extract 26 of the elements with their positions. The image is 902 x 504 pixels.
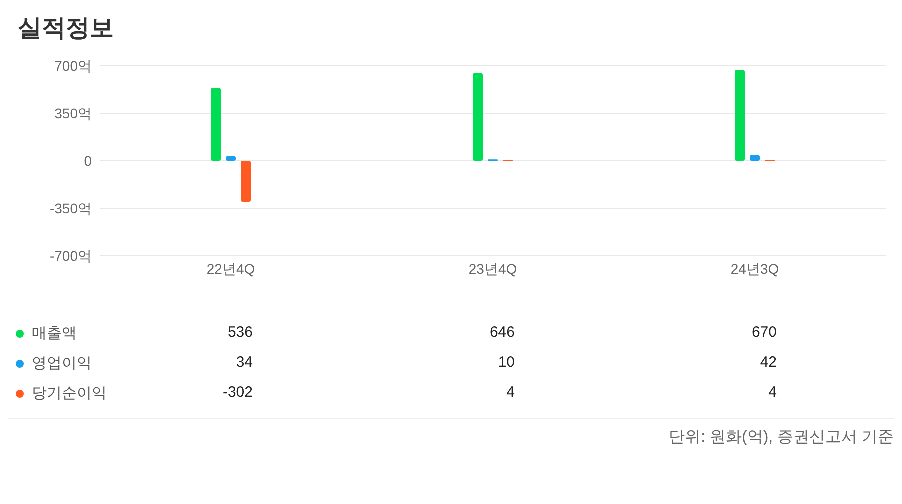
data-label: 670 [752,324,777,341]
y-tick-label: -700억 [50,248,92,264]
y-tick-label: 0 [84,152,92,169]
y-tick-label: 700억 [54,58,92,74]
x-tick-label: 23년4Q [468,260,518,277]
data-label: -302 [222,384,253,401]
x-tick-label: 24년3Q [730,260,780,277]
legend-label: 영업이익 [32,354,92,373]
legend-label: 매출액 [32,324,77,343]
bar [211,88,221,161]
bar [473,73,483,161]
data-label: 646 [490,324,515,341]
y-tick-label: -350억 [50,200,92,216]
legend-label: 당기순이익 [32,384,107,403]
x-tick-label: 22년4Q [206,260,256,277]
text: 단위: 원화(억), 증권신고서 기준 [668,428,894,448]
data-label: 4 [506,384,515,401]
bar [735,70,745,161]
y-tick-label: 350억 [54,105,92,122]
data-label: 4 [768,384,777,401]
chart-title: 실적정보 [17,14,115,44]
data-label: 42 [760,354,777,371]
data-label: 536 [228,324,253,341]
data-label: 34 [236,354,253,371]
data-label: 10 [498,354,515,371]
bar [241,161,251,202]
